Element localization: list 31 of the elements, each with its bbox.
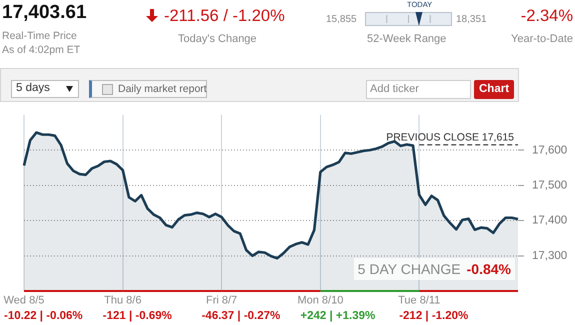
text: -212 | -1.20% <box>399 310 468 322</box>
button: Chart <box>474 80 514 99</box>
annotation: -0.84% <box>466 261 511 277</box>
text: Year-to-Date <box>511 33 573 45</box>
y-tick-label: 17,300 <box>532 250 568 262</box>
dropdown: 5 days <box>11 80 79 98</box>
text-field: Add ticker <box>366 80 471 99</box>
x-tick-label: Tue 8/11 <box>398 294 440 307</box>
checkbox-field: Daily market report <box>89 80 207 98</box>
text: -211.56 / -1.20% <box>164 7 285 26</box>
text: -46.37 | -0.27% <box>202 310 280 322</box>
change-box: 5 DAY CHANGE -0.84% <box>354 258 515 280</box>
x-tick-label: Wed 8/5 <box>4 294 44 307</box>
text: -121 | -0.69% <box>102 310 172 322</box>
text: 15,855 <box>326 14 357 25</box>
x-tick-label: Fri 8/7 <box>206 294 238 307</box>
text: Today's Change <box>178 33 257 45</box>
annotation: 5 DAY CHANGE <box>358 261 461 277</box>
text: -2.34% <box>520 7 573 26</box>
text: +242 | +1.39% <box>300 310 376 322</box>
y-tick-label: 17,400 <box>532 214 568 227</box>
text: -10.22 | -0.06% <box>4 310 83 322</box>
x-tick-label: Mon 8/10 <box>297 294 344 307</box>
x-tick-label: Thu 8/6 <box>104 294 142 307</box>
y-tick-label: 17,500 <box>532 180 568 192</box>
y-tick-label: 17,600 <box>532 144 568 156</box>
chart-subtitle: Real-Time Price As of 4:02pm ET <box>2 30 80 56</box>
chart-title: 17,403.61 <box>2 2 87 24</box>
text: 52-Week Range <box>367 33 446 45</box>
text: 18,351 <box>456 14 487 25</box>
ref-line-label: PREVIOUS CLOSE 17,615 <box>386 131 514 144</box>
